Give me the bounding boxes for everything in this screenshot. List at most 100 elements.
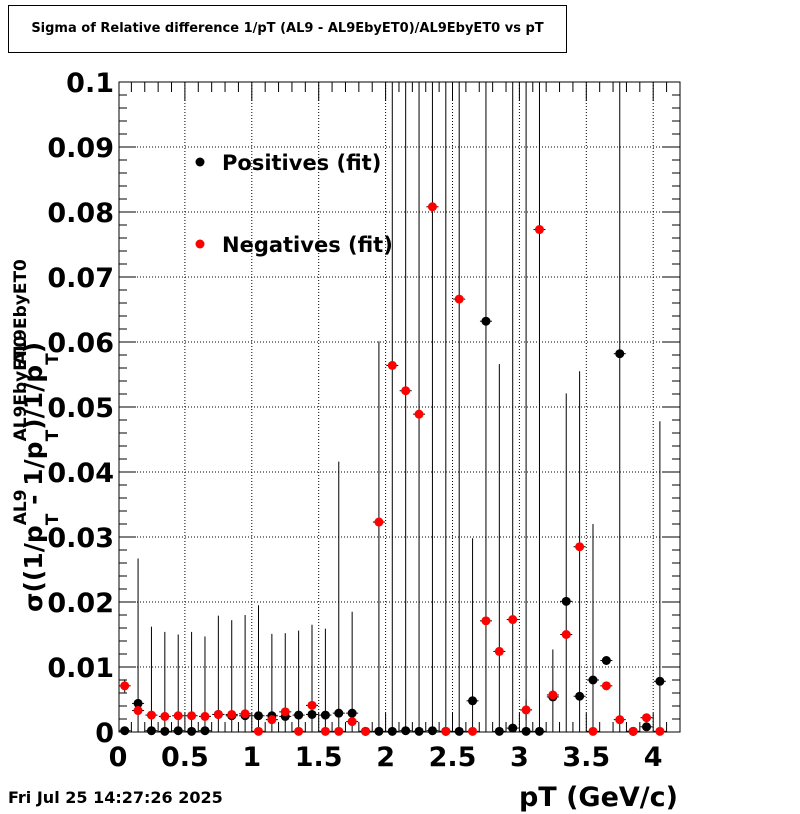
legend-marker xyxy=(195,157,205,167)
data-point xyxy=(534,225,544,235)
chart-title: Sigma of Relative difference 1/pT (AL9 -… xyxy=(31,21,544,36)
data-point xyxy=(508,723,518,733)
data-point xyxy=(334,708,344,718)
y-tick-label: 0.02 xyxy=(47,588,114,619)
data-point xyxy=(200,711,210,721)
data-point xyxy=(468,696,478,706)
data-point xyxy=(347,717,357,727)
y-tick-label: 0.06 xyxy=(47,328,114,359)
data-point xyxy=(561,630,571,639)
data-points xyxy=(118,82,666,736)
data-point xyxy=(387,726,397,736)
x-tick-label: 0 xyxy=(109,742,128,773)
x-axis-label: pT (GeV/c) xyxy=(519,782,678,813)
data-point xyxy=(253,711,263,721)
data-point xyxy=(401,726,411,736)
x-tick-label: 0.5 xyxy=(161,742,209,773)
data-point xyxy=(561,596,571,606)
data-point xyxy=(414,726,424,736)
y-axis-label-part: )/1/p xyxy=(19,365,48,430)
legend-label: Negatives (fit) xyxy=(222,233,393,257)
data-point xyxy=(200,726,210,736)
data-point xyxy=(588,726,598,736)
y-tick-label: 0 xyxy=(95,718,114,749)
data-point xyxy=(387,360,397,370)
x-tick-label: 4 xyxy=(644,742,663,773)
data-point xyxy=(133,706,143,716)
data-point xyxy=(655,676,665,686)
legend: Positives (fit) Negatives (fit) xyxy=(195,151,393,257)
y-axis-label-part: ) xyxy=(19,342,48,353)
data-point xyxy=(468,726,478,736)
y-axis-label: σ((1/pAL9 T - 1/pAL9EbyET0 T)/1/pAL9EbyET0… xyxy=(11,259,63,612)
data-point xyxy=(628,726,638,736)
data-point xyxy=(454,294,464,304)
data-point xyxy=(521,705,531,715)
data-point xyxy=(374,726,384,736)
y-tick-label: 0.09 xyxy=(47,133,114,164)
data-point xyxy=(187,711,197,721)
legend-marker xyxy=(195,239,205,249)
data-point xyxy=(160,711,170,721)
y-axis-label-part: σ((1/p xyxy=(19,525,48,612)
data-point xyxy=(227,709,237,719)
data-point xyxy=(588,675,598,685)
grid-lines xyxy=(119,82,680,732)
x-tick-label: 1.5 xyxy=(295,742,343,773)
data-point xyxy=(146,726,156,736)
data-point xyxy=(655,726,665,736)
data-point xyxy=(521,726,531,736)
data-point xyxy=(575,691,585,701)
axis-ticks: 0 0.5 1 1.5 2 2.5 3 3.5 4 0 0.01 0.02 0.03 0.04 0.05 0.… xyxy=(47,68,680,773)
data-point xyxy=(427,202,437,212)
x-tick-label: 3 xyxy=(510,742,529,773)
y-tick-label: 0.1 xyxy=(66,68,114,99)
data-point xyxy=(508,615,518,625)
data-point xyxy=(120,726,130,736)
x-tick-label: 3.5 xyxy=(562,742,610,773)
y-axis-label-part: AL9EbyET0 xyxy=(11,336,31,442)
x-tick-label: 2 xyxy=(376,742,395,773)
y-tick-label: 0.04 xyxy=(47,458,114,489)
data-point xyxy=(173,726,183,736)
data-point xyxy=(548,690,558,700)
data-point xyxy=(361,726,371,736)
data-point xyxy=(414,409,424,419)
chart-title-box: Sigma of Relative difference 1/pT (AL9 -… xyxy=(8,5,567,53)
data-point xyxy=(575,542,585,552)
data-point xyxy=(427,726,437,736)
y-axis-label-part: - 1/p xyxy=(19,441,48,513)
x-tick-label: 1 xyxy=(242,742,261,773)
data-point xyxy=(374,517,384,527)
data-point xyxy=(173,711,183,721)
data-point xyxy=(601,681,611,691)
data-point xyxy=(240,709,250,719)
y-tick-label: 0.07 xyxy=(47,263,114,294)
data-point xyxy=(280,707,290,717)
data-point xyxy=(642,722,652,732)
y-tick-label: 0.05 xyxy=(47,393,114,424)
y-axis-label-part: T xyxy=(43,429,63,441)
data-point xyxy=(294,726,304,736)
data-point xyxy=(267,715,277,725)
data-point xyxy=(615,349,625,359)
y-axis-label-text: σ((1/pAL9 T - 1/pAL9EbyET0 T)/1/pAL9EbyET0… xyxy=(11,259,63,612)
data-point xyxy=(307,709,317,719)
y-axis-label-part: T xyxy=(43,513,63,525)
data-point xyxy=(481,316,491,326)
data-point xyxy=(615,715,625,725)
y-axis-label-part: AL9 xyxy=(11,489,31,525)
data-point xyxy=(347,708,357,718)
data-point xyxy=(187,726,197,736)
data-point xyxy=(494,726,504,736)
data-point xyxy=(146,710,156,720)
data-point xyxy=(160,726,170,736)
series-group xyxy=(118,82,666,736)
data-point xyxy=(213,709,223,719)
y-tick-label: 0.01 xyxy=(47,653,114,684)
y-tick-label: 0.08 xyxy=(47,198,114,229)
x-tick-label: 2.5 xyxy=(429,742,477,773)
data-point xyxy=(307,700,317,710)
data-point xyxy=(320,710,330,720)
